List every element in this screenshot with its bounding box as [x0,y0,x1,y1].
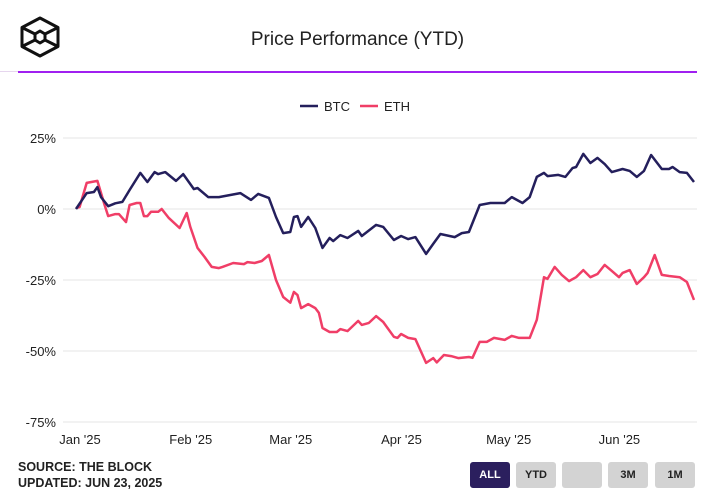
range-button-1m[interactable]: 1M [655,462,695,488]
y-tick-label: 25% [30,131,56,146]
legend-label-eth: ETH [384,99,410,114]
chart-title: Price Performance (YTD) [250,29,465,50]
legend-label-btc: BTC [324,99,350,114]
header-divider-left [0,71,18,72]
x-tick-label: May '25 [486,432,531,447]
series-line-btc [74,152,695,256]
range-button-3m[interactable]: 3M [608,462,648,488]
range-button-ytd[interactable]: YTD [516,462,556,488]
x-tick-label: Mar '25 [269,432,312,447]
the-block-logo-icon [20,16,60,58]
y-tick-label: 0% [37,202,56,217]
x-tick-label: Apr '25 [381,432,422,447]
updated-label: UPDATED: JUN 23, 2025 [18,476,163,490]
range-button-all[interactable]: ALL [470,462,510,488]
source-label: SOURCE: THE BLOCK [18,460,153,474]
y-tick-label: -75% [26,415,57,430]
y-tick-label: -50% [26,344,57,359]
series-line-eth [75,179,696,365]
range-button-blank[interactable] [562,462,602,488]
y-tick-label: -25% [26,273,57,288]
x-tick-label: Jun '25 [599,432,641,447]
x-tick-label: Feb '25 [169,432,212,447]
line-chart: 25% 0% -25% -50% -75%Jan '25 Feb '25 Mar '25 Ap… [26,99,697,447]
header-divider [18,71,697,73]
x-tick-label: Jan '25 [59,432,101,447]
